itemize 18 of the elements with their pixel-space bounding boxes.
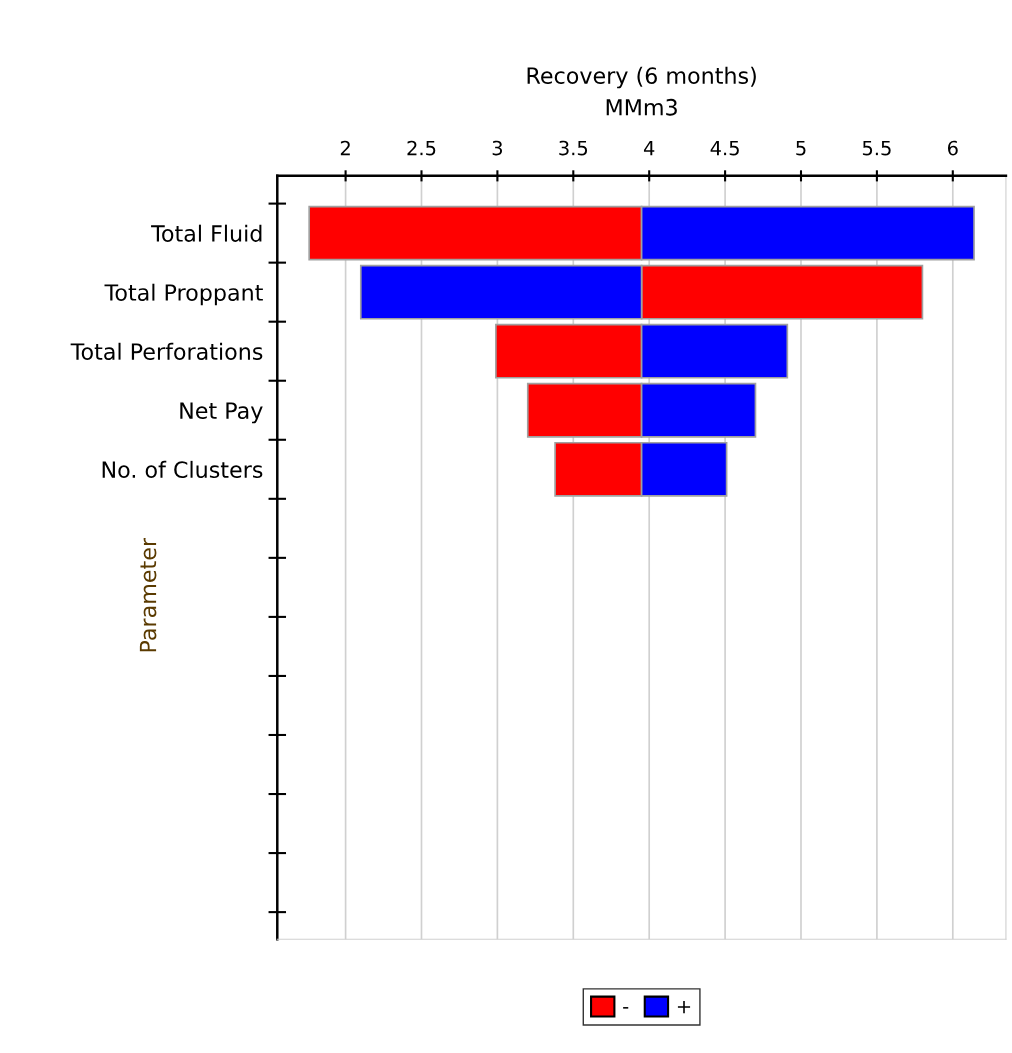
x-tick-label: 2.5 [407,140,436,156]
x-tick-label: 4.5 [710,140,739,156]
y-axis-title: Parameter [139,537,157,652]
y-tick-label: Total Proppant [104,283,263,306]
x-tick-label: 2 [340,140,350,156]
x-tick-label: 3.5 [559,140,588,156]
legend-label: - [623,1007,629,1009]
x-tick-label: 4 [643,140,655,156]
y-tick-label: Total Fluid [151,224,262,242]
y-tick-label: Net Pay [180,402,263,424]
legend-label: + [677,1000,691,1014]
x-tick-label: 3 [492,140,503,156]
x-tick-label: 5.5 [862,140,891,156]
x-tick-label: 6 [947,140,958,156]
x-axis-title: Recovery (6 months) MMm3 [527,66,756,116]
x-tick-label: 5 [796,140,806,156]
y-tick-label: Total Perforations [70,342,263,360]
y-tick-label: No. of Clusters [102,460,263,479]
